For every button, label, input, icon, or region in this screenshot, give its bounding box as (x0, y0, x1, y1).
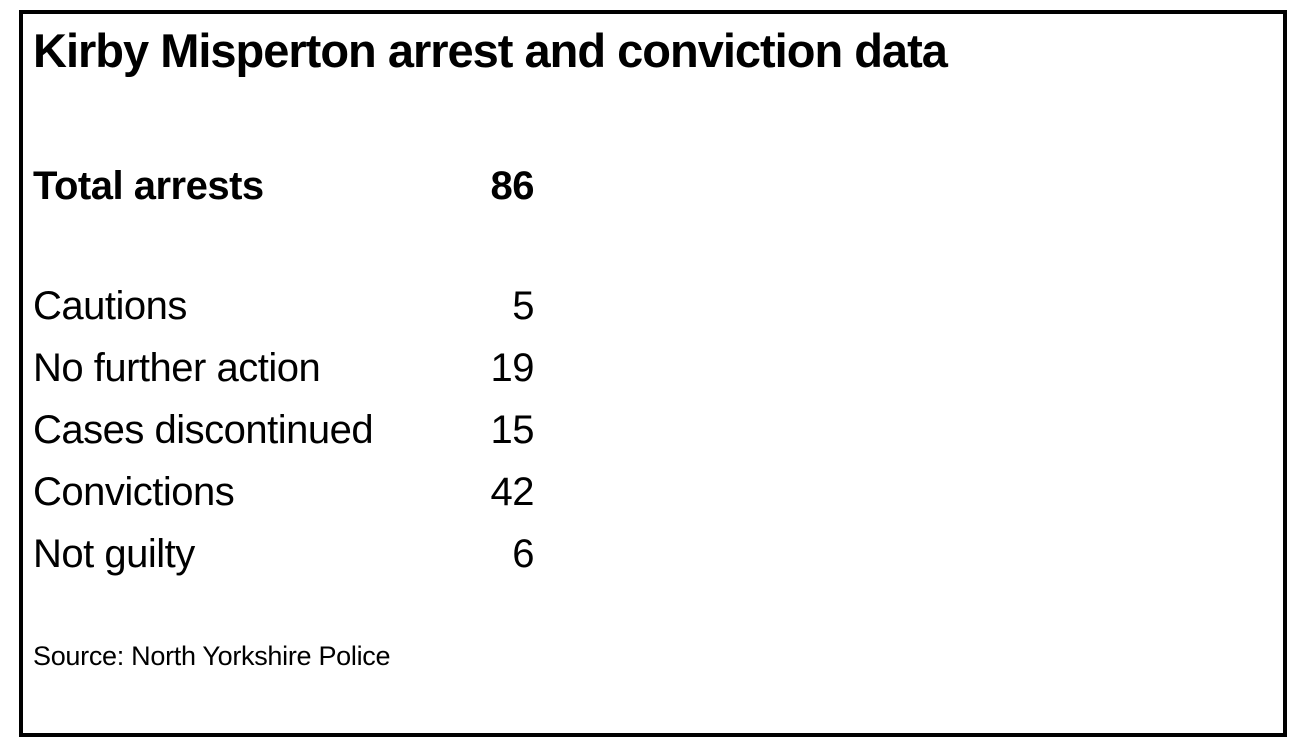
row-value: 6 (512, 532, 534, 576)
row-label: Convictions (33, 470, 235, 514)
row-label: Not guilty (33, 532, 195, 576)
table-row: No further action 19 (33, 337, 1267, 399)
table-row: Convictions 42 (33, 461, 1267, 523)
row-value: 42 (490, 470, 535, 514)
row-value: 5 (512, 284, 534, 328)
row-label: Cautions (33, 284, 187, 328)
table-row: Not guilty 6 (33, 523, 1267, 585)
row-value: 15 (490, 408, 535, 452)
table-row: Cases discontinued 15 (33, 399, 1267, 461)
panel-title: Kirby Misperton arrest and conviction da… (33, 24, 948, 77)
row-value: 19 (490, 346, 535, 390)
data-panel: Kirby Misperton arrest and conviction da… (19, 10, 1287, 737)
total-arrests-value: 86 (490, 164, 535, 208)
row-label: Cases discontinued (33, 408, 374, 452)
outcome-rows: Cautions 5 No further action 19 Cases di… (33, 275, 1267, 585)
row-label: No further action (33, 346, 321, 390)
source-attribution: Source: North Yorkshire Police (33, 641, 391, 671)
total-arrests-row: Total arrests 86 (33, 162, 1267, 210)
table-row: Cautions 5 (33, 275, 1267, 337)
total-arrests-label: Total arrests (33, 164, 264, 208)
